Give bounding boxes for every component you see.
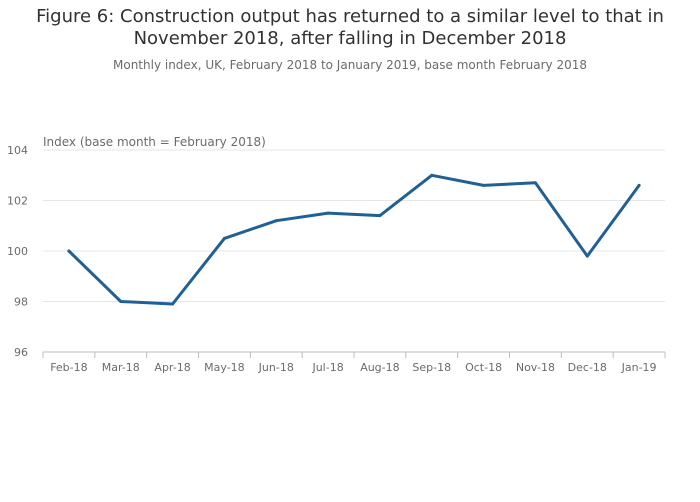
data-point: [326, 211, 330, 215]
data-point: [585, 254, 589, 258]
x-tick-label: Jul-18: [311, 361, 343, 374]
x-tick-label: Oct-18: [465, 361, 502, 374]
x-tick-label: Jan-19: [621, 361, 657, 374]
x-tick-label: Dec-18: [568, 361, 607, 374]
y-tick-label: 96: [14, 346, 28, 359]
y-tick-label: 98: [14, 296, 28, 309]
x-tick-label: Jun-18: [258, 361, 294, 374]
data-point: [533, 181, 537, 185]
y-tick-label: 104: [7, 144, 28, 157]
y-tick-label: 100: [7, 245, 28, 258]
x-tick-label: Aug-18: [360, 361, 399, 374]
x-tick-label: May-18: [204, 361, 245, 374]
data-point: [430, 173, 434, 177]
data-point: [171, 302, 175, 306]
data-point: [637, 183, 641, 187]
y-axis-label: Index (base month = February 2018): [43, 135, 266, 149]
data-point: [67, 249, 71, 253]
series-layer: [67, 173, 641, 306]
gridlines: [43, 149, 665, 302]
data-point: [119, 300, 123, 303]
x-axis-ticks: Feb-18 Mar-18 Apr-18 May-18 Jun-18 Jul-18 Aug-…: [50, 361, 656, 374]
x-tick-label: Mar-18: [102, 361, 140, 374]
chart-title-line-2: November 2018, after falling in December…: [133, 28, 567, 49]
x-tick-label: Sep-18: [412, 361, 451, 374]
series-line: [67, 173, 641, 306]
data-point: [378, 214, 382, 218]
data-point: [482, 183, 486, 187]
chart-title: Figure 6: Construction output has return…: [0, 6, 700, 50]
x-tick-label: Apr-18: [154, 361, 190, 374]
y-axis-ticks: 96 98 100 102 104: [7, 144, 28, 359]
chart-subtitle: Monthly index, UK, February 2018 to Janu…: [113, 58, 587, 72]
chart-title-line-1: Figure 6: Construction output has return…: [36, 6, 664, 27]
x-axis: [42, 351, 666, 358]
x-tick-label: Feb-18: [50, 361, 87, 374]
x-tick-label: Nov-18: [516, 361, 555, 374]
y-tick-label: 102: [7, 195, 28, 208]
data-point: [222, 236, 226, 240]
data-point: [274, 219, 278, 223]
